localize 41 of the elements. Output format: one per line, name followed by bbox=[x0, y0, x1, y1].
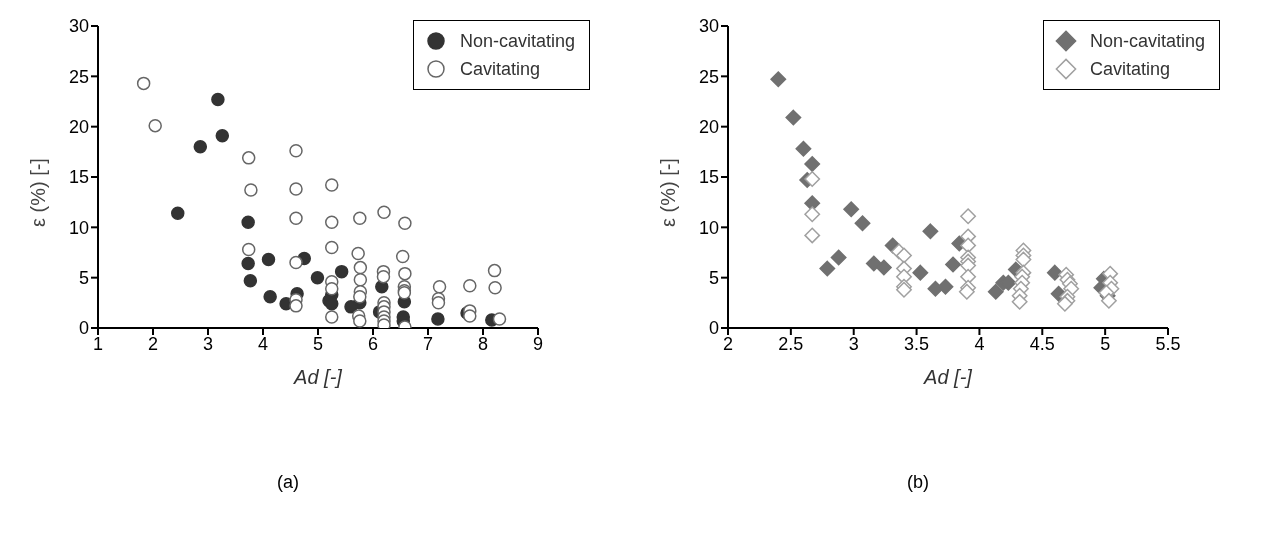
y-tick-label: 15 bbox=[68, 167, 89, 188]
x-tick-label: 5.5 bbox=[1155, 333, 1181, 354]
y-tick-label: 15 bbox=[698, 167, 719, 188]
x-tick-label: 7 bbox=[422, 333, 434, 354]
x-tick-label: 3.5 bbox=[904, 333, 930, 354]
y-tick-label: 25 bbox=[68, 66, 89, 87]
x-tick-label: 6 bbox=[367, 333, 379, 354]
y-tick-label: 0 bbox=[78, 318, 89, 339]
y-tick-label: 30 bbox=[68, 16, 89, 37]
x-tick-label: 4 bbox=[974, 333, 985, 354]
y-tick-label: 30 bbox=[698, 16, 719, 37]
y-tick-label: 5 bbox=[78, 268, 89, 289]
legend-label: Cavitating bbox=[1089, 58, 1170, 81]
y-tick-label: 10 bbox=[698, 217, 719, 238]
x-tick-label: 4.5 bbox=[1029, 333, 1055, 354]
x-tick-label: 1 bbox=[92, 333, 104, 354]
x-tick-label: 3 bbox=[202, 333, 214, 354]
x-axis-title: Ad [-] bbox=[293, 366, 343, 388]
text: (a) bbox=[276, 472, 300, 493]
y-tick-label: 0 bbox=[708, 318, 719, 339]
x-tick-label: 9 bbox=[532, 333, 544, 354]
y-tick-label: 20 bbox=[698, 117, 719, 138]
legend-label: Non-cavitating bbox=[459, 30, 575, 53]
y-tick-label: 10 bbox=[68, 217, 89, 238]
x-tick-label: 2.5 bbox=[778, 333, 804, 354]
y-axis-title: ε (%) [-] bbox=[657, 158, 680, 227]
x-tick-label: 8 bbox=[477, 333, 489, 354]
y-axis-title: ε (%) [-] bbox=[27, 158, 50, 227]
y-tick-label: 5 bbox=[708, 268, 719, 289]
legend-label: Non-cavitating bbox=[1089, 30, 1205, 53]
text: (b) bbox=[906, 472, 930, 493]
y-tick-label: 20 bbox=[68, 117, 89, 138]
x-tick-label: 5 bbox=[1100, 333, 1111, 354]
x-tick-label: 3 bbox=[848, 333, 859, 354]
x-tick-label: 2 bbox=[722, 333, 734, 354]
legend-label: Cavitating bbox=[459, 58, 540, 81]
y-tick-label: 25 bbox=[698, 66, 719, 87]
x-tick-label: 4 bbox=[257, 333, 269, 354]
x-tick-label: 2 bbox=[147, 333, 159, 354]
x-axis-title: Ad [-] bbox=[923, 366, 973, 388]
x-tick-label: 5 bbox=[312, 333, 324, 354]
